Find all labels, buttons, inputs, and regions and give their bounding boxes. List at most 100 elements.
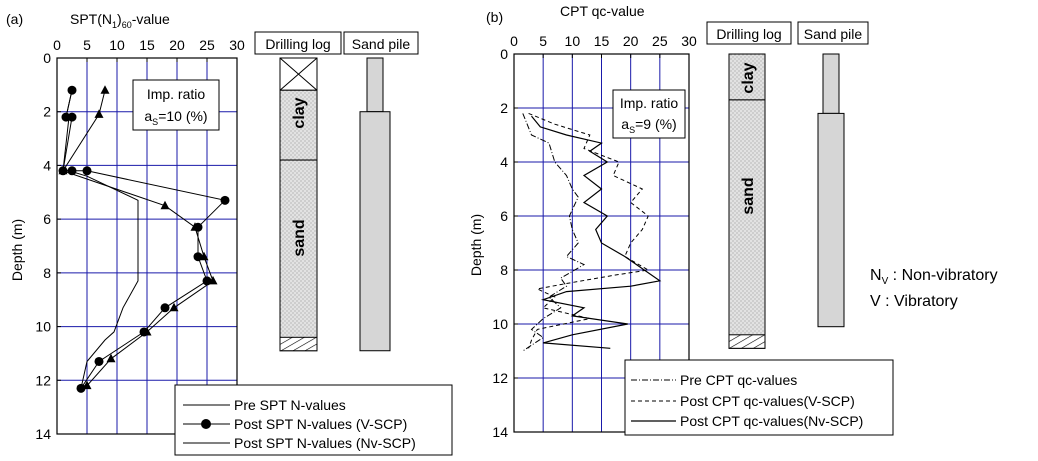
y-tick-label: 8 bbox=[43, 265, 51, 281]
series-line-b-2 bbox=[531, 115, 662, 349]
panel-label-a: (a) bbox=[6, 11, 23, 27]
log-cross-line bbox=[279, 57, 318, 91]
drilling-log-title-box-b bbox=[706, 21, 792, 45]
legend-label-post-nvscp: Post SPT N-values (Nv-SCP) bbox=[234, 435, 416, 451]
imp-ratio-title-a: Imp. ratio bbox=[147, 86, 206, 102]
x-tick-label: 30 bbox=[229, 37, 245, 53]
sand-pile-column-a bbox=[359, 57, 391, 352]
sand-pile-title-b: Sand pile bbox=[804, 26, 863, 42]
y-tick-label: 2 bbox=[500, 100, 508, 116]
legend-label-post-cpt-vscp: Post CPT qc-values(V-SCP) bbox=[680, 393, 855, 409]
series-line-a-1 bbox=[62, 90, 227, 389]
data-point-circle bbox=[67, 112, 77, 122]
data-point-triangle bbox=[169, 302, 179, 312]
layer-label-clay-a: clay bbox=[291, 97, 308, 128]
drilling-log-title-box-a bbox=[254, 31, 342, 55]
data-point-circle bbox=[82, 166, 92, 176]
layer-label-clay-b: clay bbox=[740, 62, 757, 93]
y-tick-label: 8 bbox=[500, 262, 508, 278]
log-layer-sand bbox=[279, 159, 318, 352]
plot-frame-a bbox=[56, 57, 238, 435]
data-point-triangle bbox=[82, 380, 92, 390]
series-a bbox=[58, 85, 230, 393]
series-line-b-1 bbox=[528, 112, 650, 349]
legend-label-pre-cpt: Pre CPT qc-values bbox=[680, 372, 797, 388]
y-tick-label: 10 bbox=[492, 316, 508, 332]
sand-pile-title-box-b bbox=[797, 21, 869, 45]
imp-ratio-value-b: aS=9 (%) bbox=[621, 116, 676, 135]
y-tick-label: 12 bbox=[35, 372, 51, 388]
y-tick-label: 14 bbox=[35, 426, 51, 442]
legend-marker-circle bbox=[201, 419, 211, 429]
data-point-circle bbox=[94, 356, 104, 366]
plot-frame-b bbox=[513, 53, 690, 433]
data-point-triangle bbox=[199, 251, 209, 261]
data-point-triangle bbox=[100, 85, 110, 94]
sand-pile-wide bbox=[359, 111, 391, 352]
log-base-hatch bbox=[728, 334, 766, 349]
x-tick-label: 25 bbox=[199, 37, 215, 53]
legend-label-pre-spt: Pre SPT N-values bbox=[234, 397, 346, 413]
y-tick-label: 6 bbox=[43, 211, 51, 227]
sand-pile-narrow bbox=[366, 57, 384, 113]
imp-ratio-title-b: Imp. ratio bbox=[620, 95, 679, 111]
panel-label-b: (b) bbox=[486, 9, 503, 25]
panel-b: (b) CPT qc-value Depth (m) 0 5 10 15 20 25 300… bbox=[468, 3, 894, 440]
y-tick-label: 4 bbox=[500, 154, 508, 170]
panel-a: (a) SPT(N1)60-value Depth (m) 0 5 10 15 20 25… bbox=[6, 11, 453, 456]
data-point-circle bbox=[67, 85, 77, 95]
x-tick-label: 20 bbox=[623, 33, 639, 49]
x-tick-label: 25 bbox=[652, 33, 668, 49]
log-layer-sand bbox=[728, 99, 766, 349]
x-tick-label: 0 bbox=[53, 37, 61, 53]
drilling-log-column-b bbox=[728, 53, 766, 349]
x-tick-label: 15 bbox=[139, 37, 155, 53]
data-point-circle bbox=[220, 195, 230, 205]
y-axis-label-a: Depth (m) bbox=[9, 219, 25, 281]
annotation-box-b bbox=[612, 89, 686, 139]
note-vibratory: V : Vibratory bbox=[870, 293, 958, 310]
y-tick-label: 4 bbox=[43, 157, 51, 173]
series-line-a-0 bbox=[62, 90, 139, 389]
x-tick-label: 0 bbox=[510, 33, 518, 49]
drilling-log-column-a bbox=[279, 57, 318, 352]
sand-pile-column-b bbox=[817, 53, 845, 328]
drilling-log-title-a: Drilling log bbox=[265, 36, 330, 52]
data-point-triangle bbox=[208, 275, 218, 285]
x-tick-label: 20 bbox=[169, 37, 185, 53]
y-tick-label: 12 bbox=[492, 370, 508, 386]
data-point-circle bbox=[160, 303, 170, 313]
tick-labels-b: 0 5 10 15 20 25 30 0 2 4 6 8 10 12 14 bbox=[492, 33, 697, 440]
log-base-hatch bbox=[279, 336, 318, 352]
sand-pile-wide bbox=[817, 112, 845, 328]
drilling-log-title-b: Drilling log bbox=[716, 26, 781, 42]
x-tick-label: 5 bbox=[83, 37, 91, 53]
legend-b bbox=[624, 359, 894, 436]
note-non-vibratory: NV : Non-vibratory bbox=[870, 267, 998, 287]
imp-ratio-value-a: aS=10 (%) bbox=[144, 108, 207, 127]
legend-label-post-cpt-nvscp: Post CPT qc-values(Nv-SCP) bbox=[680, 413, 863, 429]
layer-label-sand-a: sand bbox=[291, 219, 308, 256]
y-axis-label-b: Depth (m) bbox=[468, 214, 484, 276]
y-tick-label: 14 bbox=[492, 424, 508, 440]
x-tick-label: 30 bbox=[681, 33, 697, 49]
sand-pile-title-a: Sand pile bbox=[352, 36, 411, 52]
y-tick-label: 0 bbox=[43, 50, 51, 66]
y-tick-label: 6 bbox=[500, 208, 508, 224]
x-tick-label: 10 bbox=[109, 37, 125, 53]
data-point-triangle bbox=[142, 326, 152, 336]
chart-title-b: CPT qc-value bbox=[560, 3, 645, 19]
annotation-box-a bbox=[132, 79, 220, 131]
legend-label-post-vscp: Post SPT N-values (V-SCP) bbox=[234, 416, 407, 432]
y-tick-label: 10 bbox=[35, 319, 51, 335]
series-b bbox=[522, 112, 662, 352]
tick-labels-a: 0 5 10 15 20 25 30 0 2 4 6 8 10 12 14 bbox=[35, 37, 245, 442]
data-point-triangle bbox=[190, 222, 200, 231]
data-point-triangle bbox=[106, 353, 116, 363]
y-tick-label: 2 bbox=[43, 104, 51, 120]
data-point-triangle bbox=[160, 200, 170, 210]
data-point-circle bbox=[76, 383, 86, 393]
x-tick-label: 15 bbox=[594, 33, 610, 49]
y-tick-label: 0 bbox=[500, 46, 508, 62]
